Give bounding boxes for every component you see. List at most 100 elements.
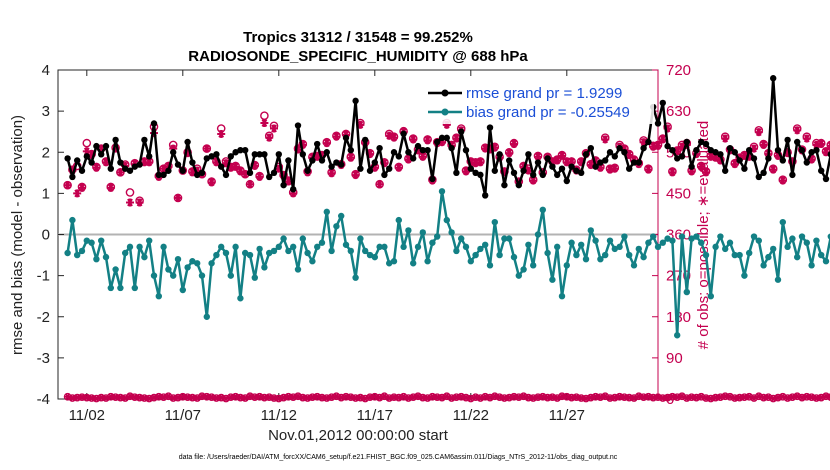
evaluated-obs-marker: [332, 132, 341, 141]
bias-point: [770, 245, 777, 253]
rmse-point: [136, 161, 143, 168]
bias-point: [194, 260, 201, 267]
bias-point: [578, 241, 585, 248]
evaluated-obs-marker: [394, 163, 403, 172]
rmse-point: [318, 157, 326, 164]
bias-point: [275, 243, 282, 251]
rmse-point: [386, 165, 393, 172]
rmse-point: [242, 146, 249, 154]
bias-point: [626, 251, 633, 259]
bottom-obs-star: [703, 394, 709, 402]
data-file-note: data file: /Users/raeder/DAI/ATM_forcXX/…: [179, 454, 618, 461]
rmse-point: [530, 171, 537, 179]
rmse-point: [784, 136, 791, 144]
rmse-point: [285, 157, 292, 164]
rmse-point: [112, 136, 119, 144]
bias-point: [789, 235, 796, 242]
bias-point: [342, 241, 350, 248]
bias-point: [674, 332, 681, 339]
rmse-point: [246, 169, 254, 177]
evaluated-obs-marker: [78, 183, 86, 192]
bias-point: [122, 249, 129, 257]
rmse-point: [573, 167, 580, 174]
bottom-obs-star: [343, 393, 349, 401]
evaluated-obs-marker: [217, 129, 226, 138]
x-tick-label: 11/27: [549, 407, 585, 424]
evaluated-obs-marker: [610, 164, 619, 173]
evaluated-obs-marker: [346, 153, 355, 162]
right-tick-label: 90: [666, 350, 683, 367]
bottom-obs-star: [113, 393, 119, 401]
bottom-obs-star: [372, 393, 378, 401]
bias-point: [309, 258, 316, 265]
rmse-point: [707, 146, 714, 154]
bottom-obs-star: [463, 394, 469, 402]
legend-bias-marker: [441, 108, 449, 116]
rmse-point: [347, 146, 354, 154]
bottom-obs-star: [213, 394, 219, 402]
bias-point: [736, 251, 743, 259]
bias-point: [352, 274, 359, 281]
rmse-point: [414, 142, 422, 150]
rmse-point: [515, 181, 522, 189]
bias-point: [592, 237, 599, 244]
left-tick-label: 0: [42, 227, 50, 244]
rmse-point: [213, 151, 220, 158]
rmse-point: [146, 153, 153, 160]
bias-point: [213, 251, 220, 259]
bias-point: [251, 274, 258, 281]
bottom-obs-star: [473, 393, 479, 401]
x-tick-label: 11/17: [357, 407, 393, 424]
bottom-obs-star: [713, 394, 719, 402]
bias-point: [405, 227, 412, 234]
rmse-point: [736, 157, 743, 164]
rmse-point: [122, 165, 129, 172]
bias-point: [496, 251, 503, 259]
rmse-point: [698, 138, 705, 146]
bias-point: [602, 251, 609, 259]
evaluated-obs-marker: [793, 126, 802, 135]
bias-point: [722, 245, 729, 253]
bias-point: [294, 266, 302, 273]
bias-point: [702, 251, 710, 259]
bias-point: [462, 243, 470, 251]
evaluated-obs-marker: [126, 198, 134, 207]
rmse-point: [237, 146, 244, 154]
rmse-point: [827, 151, 830, 158]
bias-point: [669, 237, 676, 244]
bias-point: [232, 243, 239, 251]
bottom-obs-star: [84, 394, 90, 402]
rmse-point: [194, 171, 201, 179]
bias-point: [318, 239, 326, 246]
bottom-obs-star: [65, 393, 71, 401]
bottom-obs-star: [669, 393, 675, 401]
bottom-obs-star: [636, 392, 642, 400]
bias-point: [102, 253, 110, 261]
bias-point: [501, 235, 508, 242]
evaluated-obs-marker: [92, 163, 101, 172]
bias-point: [434, 233, 441, 240]
bias-point: [338, 212, 345, 220]
bottom-obs-star: [295, 392, 301, 400]
bias-line: [66, 190, 830, 337]
possible-obs-marker: [125, 188, 135, 197]
bottom-obs-star: [367, 393, 373, 401]
bias-point: [707, 292, 714, 300]
evaluated-obs-marker: [231, 162, 240, 171]
bias-point: [323, 208, 330, 216]
rmse-point: [102, 142, 110, 150]
bias-point: [698, 239, 705, 246]
rmse-point: [501, 181, 508, 189]
bottom-obs-star: [453, 393, 459, 401]
bias-point: [414, 243, 422, 251]
bottom-obs-star: [266, 393, 272, 401]
bottom-obs-star: [655, 393, 661, 401]
bias-point: [477, 245, 484, 253]
rmse-point: [611, 153, 618, 160]
bias-point: [491, 218, 498, 226]
bias-point: [126, 243, 134, 251]
bias-point: [818, 251, 825, 259]
bias-point: [261, 264, 268, 271]
bottom-obs-star: [444, 392, 450, 400]
bias-point: [83, 237, 91, 244]
